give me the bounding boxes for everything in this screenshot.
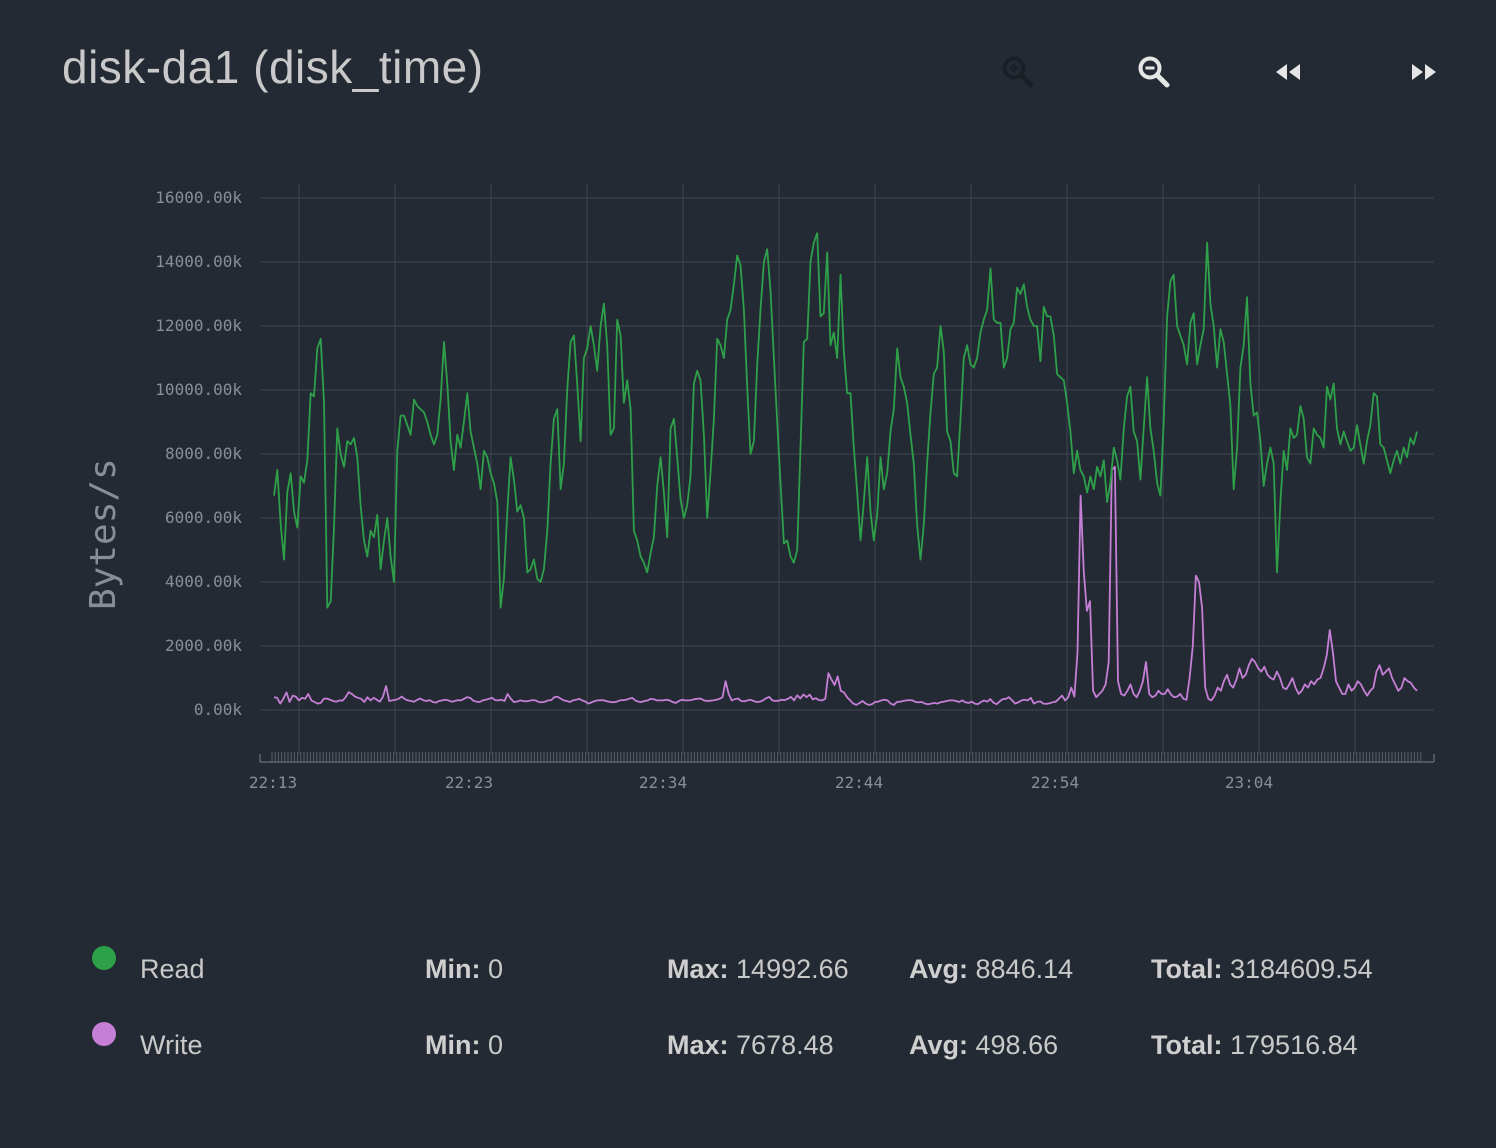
y-tick-label: 16000.00k (155, 188, 242, 207)
x-tick-label: 22:34 (639, 773, 687, 792)
x-tick-label: 23:04 (1225, 773, 1273, 792)
y-tick-label: 2000.00k (165, 636, 242, 655)
fast-forward-button[interactable] (1404, 52, 1444, 92)
zoom-out-icon (1138, 56, 1170, 88)
y-tick-label: 0.00k (194, 700, 243, 719)
y-axis-label: Bytes/s (83, 458, 124, 610)
grid (260, 184, 1434, 754)
y-tick-label: 10000.00k (155, 380, 242, 399)
y-tick-label: 8000.00k (165, 444, 242, 463)
series-line-write (273, 465, 1418, 706)
y-tick-label: 12000.00k (155, 316, 242, 335)
write-total: Total: 179516.84 (1151, 1030, 1358, 1060)
write-avg: Avg: 498.66 (909, 1030, 1059, 1060)
y-tick-label: 6000.00k (165, 508, 242, 527)
read-avg: Avg: 8846.14 (909, 954, 1074, 984)
zoom-in-icon (1002, 56, 1034, 88)
y-axis-ticks: 16000.00k 14000.00k 12000.00k 10000.00k 8000… (155, 188, 242, 719)
x-tick-label: 22:23 (445, 773, 493, 792)
read-min: Min: 0 (425, 954, 504, 984)
x-tick-label: 22:54 (1031, 773, 1079, 792)
zoom-out-button[interactable] (1134, 52, 1174, 92)
read-color-dot (92, 946, 116, 970)
chart-title: disk-da1 (disk_time) (62, 41, 484, 93)
write-min: Min: 0 (425, 1030, 504, 1060)
series-line-read (273, 232, 1418, 609)
legend-series-name: Write (140, 1030, 203, 1060)
x-tick-label: 22:44 (835, 773, 883, 792)
rewind-icon (1276, 64, 1300, 80)
x-tick-label: 22:13 (249, 773, 297, 792)
legend-series-name: Read (140, 954, 205, 984)
read-total: Total: 3184609.54 (1151, 954, 1373, 984)
series-lines (273, 232, 1418, 706)
y-tick-label: 14000.00k (155, 252, 242, 271)
write-max: Max: 7678.48 (667, 1030, 834, 1060)
y-tick-label: 4000.00k (165, 572, 242, 591)
rewind-button[interactable] (1268, 52, 1308, 92)
legend-row-read: Read Min: 0 Max: 14992.66 Avg: 8846.14 T… (0, 940, 1496, 984)
disk-time-line-chart: Bytes/s 16000.00k 14000.00k 12000.00k 10000… (83, 184, 1435, 792)
x-axis: 22:13 22:23 22:34 22:44 22:54 23:04 (249, 752, 1435, 792)
zoom-in-button[interactable] (998, 52, 1038, 92)
fast-forward-icon (1412, 64, 1436, 80)
y-axis-label-text: Bytes/s (83, 458, 124, 610)
legend-row-write: Write Min: 0 Max: 7678.48 Avg: 498.66 To… (0, 1016, 1496, 1060)
read-max: Max: 14992.66 (667, 954, 849, 984)
write-color-dot (92, 1022, 116, 1046)
